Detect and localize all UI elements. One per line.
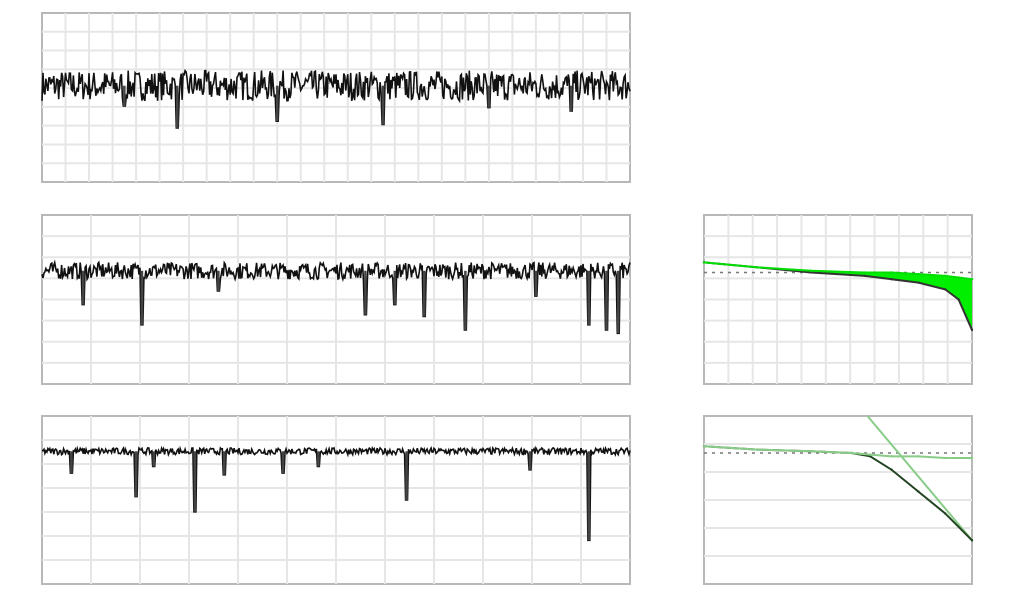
data-point xyxy=(944,512,947,515)
data-point xyxy=(868,455,872,458)
trace-top-chart xyxy=(41,12,631,183)
asymptote-line xyxy=(866,415,973,541)
data-point xyxy=(890,455,893,458)
data-point xyxy=(944,274,947,278)
data-point xyxy=(850,451,853,455)
data-point xyxy=(970,328,974,332)
data-point xyxy=(917,272,920,276)
trace-bottom-chart xyxy=(41,415,631,585)
data-point xyxy=(702,445,706,448)
data-point xyxy=(917,281,920,284)
spectrum-bottom-chart xyxy=(702,415,974,585)
data-point xyxy=(810,450,813,453)
signal-trace xyxy=(41,445,631,542)
data-point xyxy=(944,288,947,291)
data-point xyxy=(863,271,866,274)
data-point xyxy=(970,539,974,542)
data-point xyxy=(810,271,813,274)
data-point xyxy=(890,278,893,281)
spectrum-top-chart xyxy=(702,214,974,385)
trace-middle-chart xyxy=(41,214,631,385)
data-point xyxy=(957,276,960,279)
data-point xyxy=(756,448,759,451)
data-point xyxy=(702,261,706,264)
data-point xyxy=(868,453,872,456)
data-point xyxy=(957,298,960,301)
data-point xyxy=(810,269,813,272)
plot-frame xyxy=(41,12,631,183)
data-point xyxy=(917,455,920,458)
data-point xyxy=(944,456,947,460)
data-point xyxy=(890,468,893,471)
signal-trace xyxy=(41,259,631,335)
data-point xyxy=(970,278,974,281)
data-point xyxy=(917,490,920,493)
data-point xyxy=(863,274,866,278)
data-point xyxy=(970,456,974,460)
difference-fill xyxy=(704,262,972,330)
data-point xyxy=(756,266,759,269)
signal-trace xyxy=(41,68,631,129)
data-point xyxy=(890,271,893,274)
